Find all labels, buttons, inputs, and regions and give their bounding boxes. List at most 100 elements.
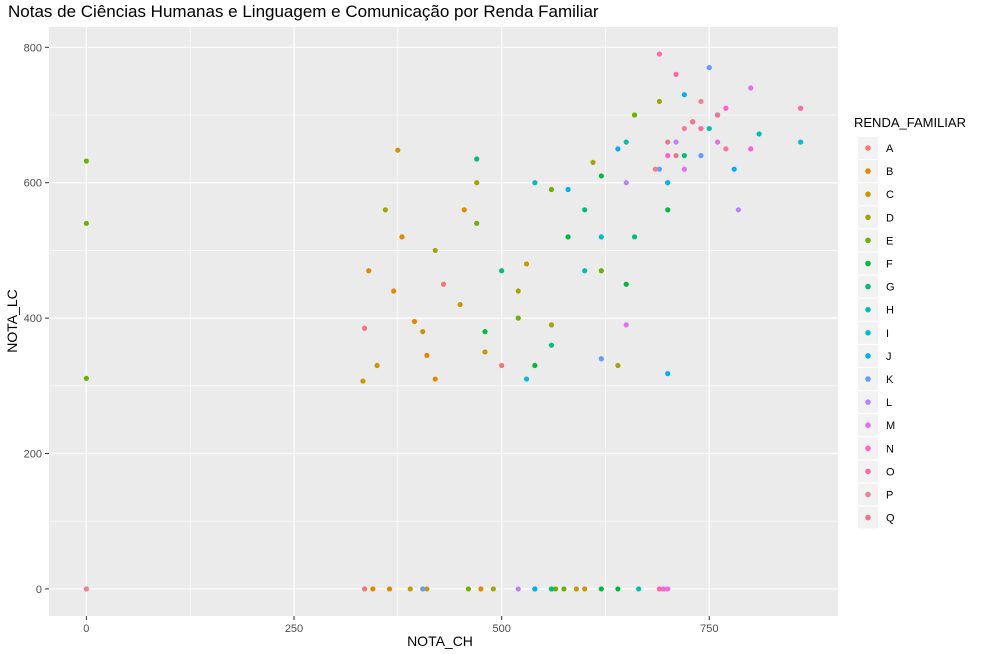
data-point bbox=[665, 139, 671, 145]
legend-label: P bbox=[886, 490, 893, 502]
data-point bbox=[582, 207, 588, 213]
data-point bbox=[474, 180, 480, 186]
data-point bbox=[665, 153, 671, 159]
data-point bbox=[673, 139, 679, 145]
data-point bbox=[598, 268, 604, 274]
data-point bbox=[615, 362, 621, 369]
legend-label: A bbox=[886, 143, 894, 155]
x-axis-title: NOTA_CH bbox=[407, 633, 473, 649]
legend-swatch bbox=[865, 514, 871, 521]
legend-label: J bbox=[886, 351, 892, 363]
x-tick-label: 750 bbox=[700, 623, 718, 635]
data-point bbox=[548, 186, 555, 193]
data-point bbox=[656, 51, 663, 57]
data-point bbox=[548, 342, 555, 348]
legend-swatch bbox=[865, 237, 871, 244]
data-point bbox=[457, 301, 463, 308]
legend-swatch bbox=[865, 191, 871, 197]
data-point bbox=[681, 153, 687, 159]
data-point bbox=[370, 586, 376, 592]
data-point bbox=[731, 166, 737, 172]
data-points bbox=[83, 51, 804, 592]
data-point bbox=[490, 586, 496, 592]
data-point bbox=[656, 166, 663, 172]
grid-lines bbox=[49, 27, 838, 616]
data-point bbox=[681, 166, 687, 172]
data-point bbox=[665, 371, 671, 377]
data-point bbox=[690, 119, 696, 125]
legend-label: Q bbox=[886, 513, 895, 525]
data-point bbox=[83, 586, 89, 592]
data-point bbox=[366, 268, 372, 274]
data-point bbox=[631, 112, 638, 118]
data-point bbox=[615, 586, 621, 592]
data-point bbox=[482, 329, 488, 335]
legend-label: C bbox=[886, 189, 894, 201]
data-point bbox=[432, 376, 438, 382]
data-point bbox=[756, 131, 762, 137]
data-point bbox=[698, 125, 704, 132]
data-point bbox=[515, 315, 521, 321]
data-point bbox=[652, 166, 658, 172]
y-tick-label: 200 bbox=[24, 449, 42, 461]
data-point bbox=[395, 147, 401, 153]
data-point bbox=[407, 586, 413, 592]
data-point bbox=[723, 146, 729, 152]
data-point bbox=[714, 139, 721, 145]
legend-swatch bbox=[865, 376, 871, 382]
data-point bbox=[499, 362, 505, 369]
data-point bbox=[631, 234, 638, 240]
data-point bbox=[681, 125, 687, 132]
data-point bbox=[656, 586, 663, 592]
data-point bbox=[582, 586, 588, 592]
x-tick-label: 250 bbox=[285, 623, 303, 635]
data-point bbox=[598, 586, 604, 592]
legend-label: F bbox=[886, 259, 893, 271]
data-point bbox=[420, 586, 426, 592]
legend-swatch bbox=[865, 330, 871, 336]
data-point bbox=[432, 247, 438, 254]
data-point bbox=[83, 220, 89, 226]
data-point bbox=[482, 349, 488, 355]
legend-swatch bbox=[865, 353, 871, 359]
legend-label: G bbox=[886, 282, 895, 294]
data-point bbox=[582, 268, 588, 274]
legend-label: K bbox=[886, 374, 894, 386]
data-point bbox=[723, 105, 729, 111]
data-point bbox=[83, 158, 89, 164]
data-point bbox=[673, 153, 679, 159]
data-point bbox=[561, 586, 567, 592]
data-point bbox=[83, 375, 89, 381]
data-point bbox=[660, 586, 667, 592]
data-point bbox=[465, 586, 472, 592]
legend-swatch bbox=[865, 260, 871, 267]
data-point bbox=[636, 586, 642, 592]
data-point bbox=[399, 234, 405, 240]
data-point bbox=[391, 288, 397, 294]
data-point bbox=[386, 586, 393, 592]
data-point bbox=[515, 586, 521, 592]
data-point bbox=[748, 146, 754, 152]
data-point bbox=[698, 153, 704, 159]
legend-label: H bbox=[886, 305, 894, 317]
y-axis-ticks: 0 200 400 600 800 bbox=[24, 42, 49, 596]
data-point bbox=[420, 329, 426, 335]
x-axis-ticks: 0 250 500 750 bbox=[83, 616, 718, 635]
legend-label: E bbox=[886, 235, 893, 247]
plot-panel bbox=[49, 27, 838, 616]
legend-swatch bbox=[865, 491, 871, 498]
legend-label: O bbox=[886, 466, 895, 478]
legend-label: L bbox=[886, 397, 892, 409]
data-point bbox=[706, 65, 712, 71]
legend-label: M bbox=[886, 420, 895, 432]
data-point bbox=[673, 71, 679, 77]
data-point bbox=[665, 586, 671, 592]
data-point bbox=[362, 325, 368, 331]
data-point bbox=[623, 180, 629, 186]
data-point bbox=[798, 105, 804, 111]
data-point bbox=[656, 98, 663, 105]
data-point bbox=[565, 186, 571, 193]
legend-swatch bbox=[865, 399, 871, 405]
